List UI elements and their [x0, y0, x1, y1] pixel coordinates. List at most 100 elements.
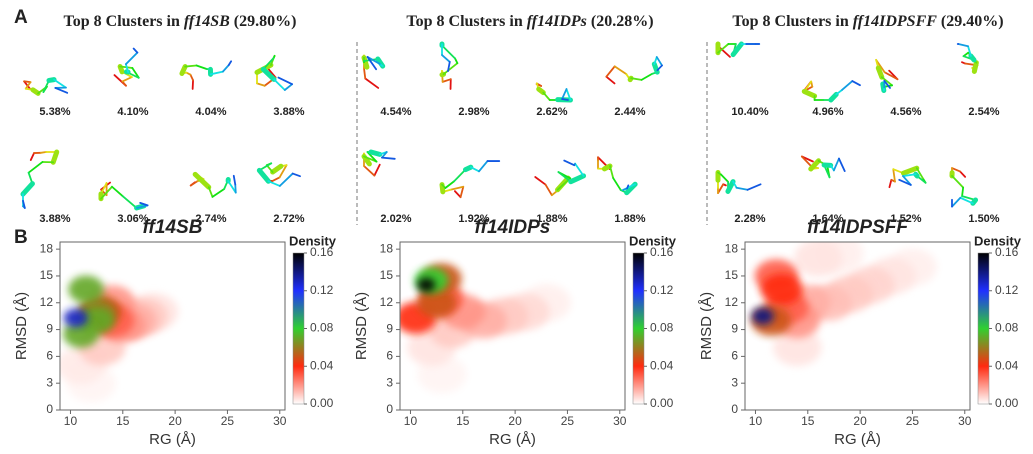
colorbar-tick-label: 0.12 — [310, 283, 334, 297]
structure-cartoon — [442, 62, 459, 76]
structure-cartoon — [121, 195, 138, 209]
colorbar-title: Density — [974, 233, 1022, 248]
cluster-percent: 4.04% — [195, 106, 226, 118]
plot-title: ff14IDPSFF — [807, 217, 909, 238]
structure-cartoon — [50, 149, 60, 165]
structure-cartoon — [730, 41, 744, 58]
structure-cartoon — [278, 164, 288, 179]
structure-cartoon — [612, 177, 622, 191]
structure-cartoon — [717, 43, 730, 54]
structure-cartoon — [453, 168, 467, 183]
y-tick-label: 3 — [46, 375, 53, 389]
x-tick-label: 10 — [404, 414, 418, 428]
structure-cartoon — [232, 174, 237, 186]
structure-cartoon — [605, 75, 616, 85]
structure-cartoon — [195, 64, 208, 70]
structure-cartoon — [655, 56, 663, 67]
colorbar-tick-label: 0.08 — [650, 321, 674, 335]
structure-cartoon — [234, 183, 237, 194]
structure-cartoon — [959, 196, 974, 205]
density-field — [751, 242, 937, 367]
structure-cartoon — [651, 61, 660, 75]
colorbar-tick-label: 0.08 — [310, 321, 334, 335]
cluster-percent: 2.72% — [273, 213, 304, 225]
structure-cartoon — [735, 186, 749, 191]
structure-cartoon — [534, 176, 547, 186]
x-tick-label: 30 — [958, 414, 972, 428]
structure-cartoon — [364, 77, 380, 89]
structure-cartoon — [211, 188, 226, 198]
y-tick-label: 0 — [386, 402, 393, 416]
structure-cartoon — [273, 78, 286, 91]
plot-frame — [399, 241, 626, 411]
cluster-percent: 3.06% — [117, 213, 148, 225]
structure-cartoon — [381, 151, 388, 159]
structure-cartoon — [277, 76, 294, 86]
structure-cartoon — [656, 64, 663, 72]
structure-cartoon — [888, 178, 893, 189]
y-tick-label: 3 — [386, 375, 393, 389]
colorbar-tick-label: 0.00 — [310, 396, 334, 410]
cluster-percent: 5.38% — [39, 106, 70, 118]
structure-cartoon — [139, 201, 149, 207]
structure-cartoon — [207, 186, 214, 198]
x-axis-label: RG (Å) — [149, 431, 196, 448]
x-tick-label: 25 — [906, 414, 920, 428]
group-title: Top 8 Clusters in ff14IDPSFF (29.40%) — [732, 13, 1003, 30]
structure-cartoon — [256, 167, 271, 184]
structure-cartoon — [221, 64, 230, 73]
group-title: Top 8 Clusters in ff14SB (29.80%) — [64, 13, 297, 30]
colorbar-tick-label: 0.04 — [650, 358, 674, 372]
cluster-percent: 1.92% — [458, 213, 489, 225]
x-axis-label: RG (Å) — [489, 431, 536, 448]
density-blob — [416, 287, 457, 319]
cluster-percent: 2.98% — [458, 106, 489, 118]
y-tick-label: 0 — [731, 402, 738, 416]
structure-cartoon — [30, 87, 41, 96]
y-tick-label: 18 — [40, 241, 54, 255]
structure-cartoon — [363, 155, 378, 163]
colorbar-tick-label: 0.00 — [650, 396, 674, 410]
coverage: (20.28%) — [591, 13, 654, 30]
colorbar-tick-label: 0.04 — [995, 358, 1019, 372]
structure-cartoon — [54, 87, 69, 94]
structure-cartoon — [256, 82, 266, 87]
structure-cartoon — [808, 158, 822, 172]
structure-cartoon — [53, 78, 67, 89]
structure-cartoon — [832, 157, 840, 172]
structure-cartoon — [24, 81, 32, 90]
y-tick-label: 12 — [725, 295, 739, 309]
cluster-percent: 4.54% — [380, 106, 411, 118]
structure-cartoon — [29, 152, 35, 161]
x-tick-label: 15 — [116, 414, 130, 428]
structure-cartoon — [453, 190, 462, 199]
cluster-percent: 2.74% — [195, 213, 226, 225]
structure-cartoon — [875, 65, 885, 80]
structure-cartoon — [469, 166, 480, 173]
structure-cartoon — [880, 76, 893, 87]
structure-cartoon — [266, 66, 277, 79]
x-tick-label: 20 — [168, 414, 182, 428]
structure-cartoon — [574, 162, 585, 177]
structure-cartoon — [179, 64, 188, 76]
x-tick-label: 15 — [801, 414, 815, 428]
structure-cartoon — [630, 77, 643, 81]
y-tick-label: 15 — [380, 268, 394, 282]
density-blob — [63, 320, 99, 348]
structure-cartoon — [971, 60, 979, 74]
structure-cartoon — [459, 185, 465, 199]
structure-cartoon — [267, 180, 281, 187]
density-field — [60, 275, 179, 403]
cluster-percent: 3.88% — [39, 213, 70, 225]
cluster-percent: 4.56% — [890, 106, 921, 118]
structure-cartoon — [653, 56, 658, 65]
structure-cartoon — [363, 165, 376, 177]
structure-cartoon — [565, 88, 572, 101]
structure-cartoon — [447, 60, 451, 73]
structure-cartoon — [135, 204, 149, 209]
coverage: (29.80%) — [234, 13, 297, 30]
plot-title: ff14IDPs — [475, 217, 551, 238]
x-tick-label: 10 — [64, 414, 78, 428]
cluster-percent: 2.54% — [968, 106, 999, 118]
